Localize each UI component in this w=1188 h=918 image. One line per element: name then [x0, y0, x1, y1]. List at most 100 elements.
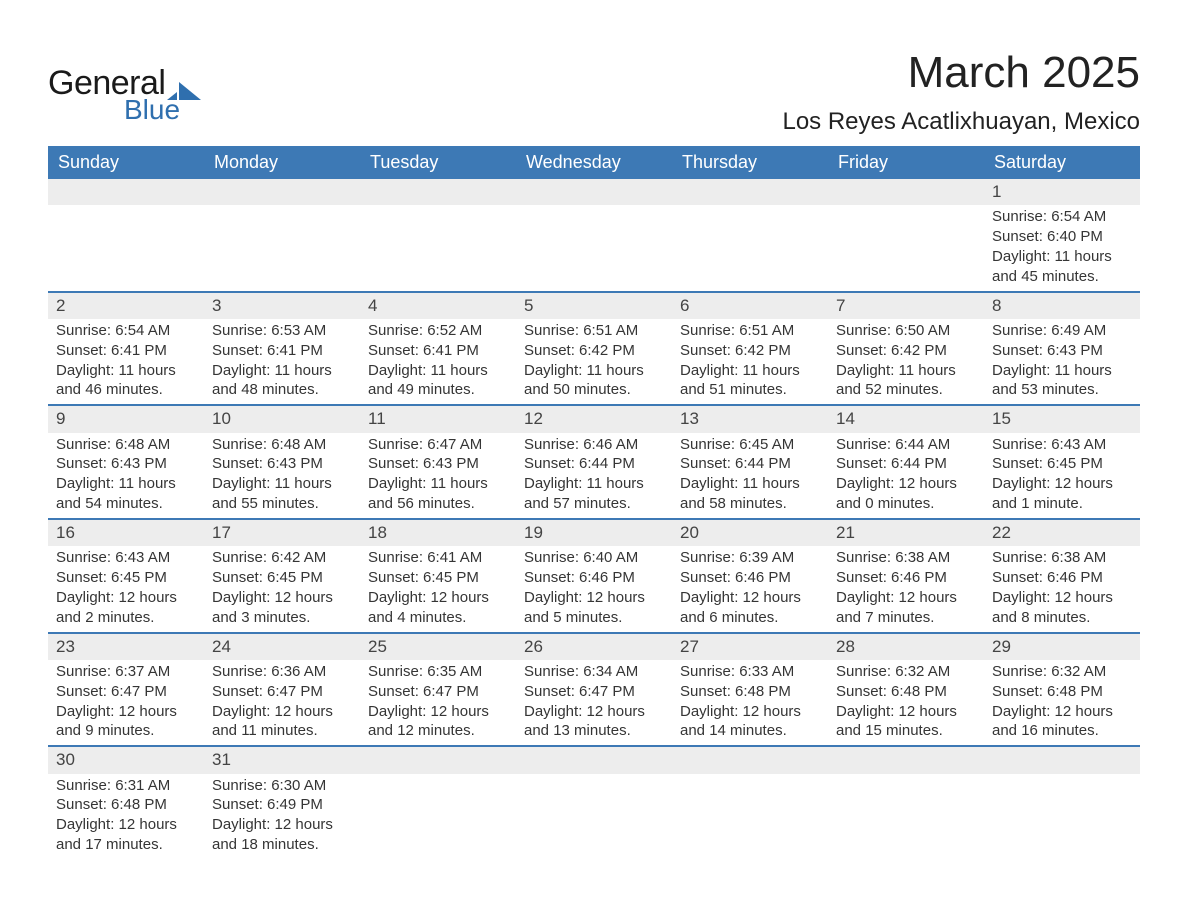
day-body — [672, 205, 828, 265]
sunset-text: Sunset: 6:47 PM — [524, 682, 664, 702]
day-cell: 21Sunrise: 6:38 AMSunset: 6:46 PMDayligh… — [828, 520, 984, 632]
day-number: 3 — [204, 293, 360, 319]
sunrise-text: Sunrise: 6:32 AM — [836, 662, 976, 682]
sunrise-text: Sunrise: 6:51 AM — [524, 321, 664, 341]
sunset-text: Sunset: 6:45 PM — [56, 568, 196, 588]
sunset-text: Sunset: 6:40 PM — [992, 227, 1132, 247]
day-number: 24 — [204, 634, 360, 660]
day-cell: 27Sunrise: 6:33 AMSunset: 6:48 PMDayligh… — [672, 634, 828, 746]
weekday-header: Saturday — [984, 146, 1140, 179]
sunset-text: Sunset: 6:44 PM — [524, 454, 664, 474]
daylight-text-2: and 11 minutes. — [212, 721, 352, 741]
sunrise-text: Sunrise: 6:38 AM — [992, 548, 1132, 568]
day-number: 26 — [516, 634, 672, 660]
day-cell: 8Sunrise: 6:49 AMSunset: 6:43 PMDaylight… — [984, 293, 1140, 405]
day-cell: 24Sunrise: 6:36 AMSunset: 6:47 PMDayligh… — [204, 634, 360, 746]
day-number — [828, 747, 984, 773]
month-title: March 2025 — [782, 48, 1140, 98]
day-cell: 30Sunrise: 6:31 AMSunset: 6:48 PMDayligh… — [48, 747, 204, 859]
week-row: 2Sunrise: 6:54 AMSunset: 6:41 PMDaylight… — [48, 291, 1140, 405]
daylight-text-2: and 45 minutes. — [992, 267, 1132, 287]
day-cell: 9Sunrise: 6:48 AMSunset: 6:43 PMDaylight… — [48, 406, 204, 518]
day-body — [516, 774, 672, 834]
day-number — [204, 179, 360, 205]
daylight-text-1: Daylight: 11 hours — [56, 361, 196, 381]
sunset-text: Sunset: 6:44 PM — [680, 454, 820, 474]
week-row: 16Sunrise: 6:43 AMSunset: 6:45 PMDayligh… — [48, 518, 1140, 632]
day-cell — [204, 179, 360, 291]
day-body: Sunrise: 6:43 AMSunset: 6:45 PMDaylight:… — [48, 546, 204, 631]
day-body: Sunrise: 6:52 AMSunset: 6:41 PMDaylight:… — [360, 319, 516, 404]
daylight-text-2: and 55 minutes. — [212, 494, 352, 514]
day-cell: 10Sunrise: 6:48 AMSunset: 6:43 PMDayligh… — [204, 406, 360, 518]
sunrise-text: Sunrise: 6:32 AM — [992, 662, 1132, 682]
daylight-text-2: and 12 minutes. — [368, 721, 508, 741]
day-number: 16 — [48, 520, 204, 546]
day-body: Sunrise: 6:51 AMSunset: 6:42 PMDaylight:… — [672, 319, 828, 404]
daylight-text-2: and 9 minutes. — [56, 721, 196, 741]
daylight-text-1: Daylight: 12 hours — [992, 474, 1132, 494]
sunset-text: Sunset: 6:44 PM — [836, 454, 976, 474]
week-row: 23Sunrise: 6:37 AMSunset: 6:47 PMDayligh… — [48, 632, 1140, 746]
sunset-text: Sunset: 6:45 PM — [212, 568, 352, 588]
sunset-text: Sunset: 6:43 PM — [368, 454, 508, 474]
sunrise-text: Sunrise: 6:50 AM — [836, 321, 976, 341]
daylight-text-1: Daylight: 12 hours — [836, 474, 976, 494]
weekday-header: Tuesday — [360, 146, 516, 179]
day-number: 6 — [672, 293, 828, 319]
daylight-text-1: Daylight: 12 hours — [992, 588, 1132, 608]
sunset-text: Sunset: 6:48 PM — [992, 682, 1132, 702]
sunrise-text: Sunrise: 6:51 AM — [680, 321, 820, 341]
day-cell: 15Sunrise: 6:43 AMSunset: 6:45 PMDayligh… — [984, 406, 1140, 518]
sunrise-text: Sunrise: 6:47 AM — [368, 435, 508, 455]
day-body: Sunrise: 6:44 AMSunset: 6:44 PMDaylight:… — [828, 433, 984, 518]
day-cell — [48, 179, 204, 291]
title-block: March 2025 Los Reyes Acatlixhuayan, Mexi… — [782, 48, 1140, 136]
day-cell: 3Sunrise: 6:53 AMSunset: 6:41 PMDaylight… — [204, 293, 360, 405]
daylight-text-1: Daylight: 12 hours — [368, 588, 508, 608]
day-cell — [360, 179, 516, 291]
sunset-text: Sunset: 6:46 PM — [992, 568, 1132, 588]
daylight-text-1: Daylight: 12 hours — [524, 588, 664, 608]
day-number: 5 — [516, 293, 672, 319]
daylight-text-1: Daylight: 12 hours — [524, 702, 664, 722]
day-body: Sunrise: 6:31 AMSunset: 6:48 PMDaylight:… — [48, 774, 204, 859]
day-number: 22 — [984, 520, 1140, 546]
daylight-text-1: Daylight: 12 hours — [56, 588, 196, 608]
daylight-text-1: Daylight: 12 hours — [212, 588, 352, 608]
day-number: 31 — [204, 747, 360, 773]
day-cell: 11Sunrise: 6:47 AMSunset: 6:43 PMDayligh… — [360, 406, 516, 518]
sunrise-text: Sunrise: 6:52 AM — [368, 321, 508, 341]
day-cell: 4Sunrise: 6:52 AMSunset: 6:41 PMDaylight… — [360, 293, 516, 405]
daylight-text-1: Daylight: 12 hours — [56, 702, 196, 722]
header-row: General Blue March 2025 Los Reyes Acatli… — [48, 48, 1140, 136]
day-body: Sunrise: 6:48 AMSunset: 6:43 PMDaylight:… — [204, 433, 360, 518]
day-body — [360, 774, 516, 834]
day-number: 15 — [984, 406, 1140, 432]
day-body: Sunrise: 6:43 AMSunset: 6:45 PMDaylight:… — [984, 433, 1140, 518]
sunset-text: Sunset: 6:45 PM — [368, 568, 508, 588]
weekday-header: Thursday — [672, 146, 828, 179]
weekday-header: Wednesday — [516, 146, 672, 179]
sunset-text: Sunset: 6:48 PM — [680, 682, 820, 702]
logo: General Blue — [48, 48, 201, 124]
sunset-text: Sunset: 6:48 PM — [836, 682, 976, 702]
sunset-text: Sunset: 6:42 PM — [524, 341, 664, 361]
day-number — [516, 747, 672, 773]
day-number: 12 — [516, 406, 672, 432]
day-cell: 28Sunrise: 6:32 AMSunset: 6:48 PMDayligh… — [828, 634, 984, 746]
daylight-text-2: and 54 minutes. — [56, 494, 196, 514]
day-body: Sunrise: 6:35 AMSunset: 6:47 PMDaylight:… — [360, 660, 516, 745]
sunrise-text: Sunrise: 6:33 AM — [680, 662, 820, 682]
day-body: Sunrise: 6:54 AMSunset: 6:41 PMDaylight:… — [48, 319, 204, 404]
logo-text-blue: Blue — [48, 96, 201, 124]
day-body — [672, 774, 828, 834]
day-body: Sunrise: 6:36 AMSunset: 6:47 PMDaylight:… — [204, 660, 360, 745]
day-cell — [360, 747, 516, 859]
sunrise-text: Sunrise: 6:42 AM — [212, 548, 352, 568]
day-number: 30 — [48, 747, 204, 773]
week-row: 30Sunrise: 6:31 AMSunset: 6:48 PMDayligh… — [48, 745, 1140, 859]
daylight-text-1: Daylight: 11 hours — [524, 474, 664, 494]
day-number — [828, 179, 984, 205]
sunset-text: Sunset: 6:43 PM — [56, 454, 196, 474]
